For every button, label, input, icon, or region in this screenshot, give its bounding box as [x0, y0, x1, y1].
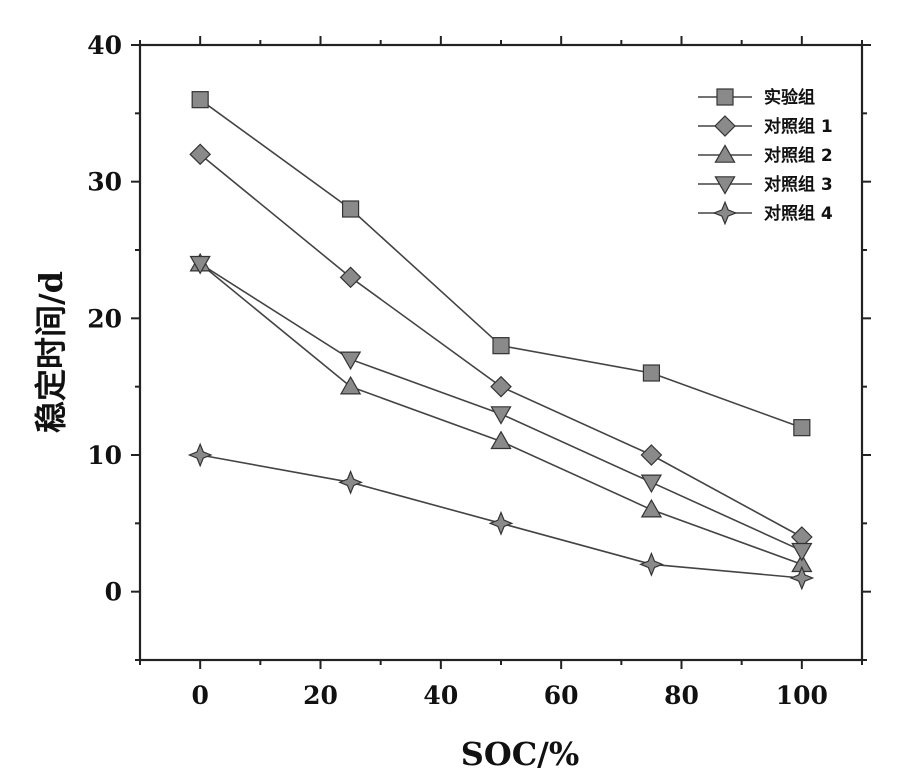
y-tick-label: 20: [87, 304, 122, 333]
y-axis-title: 稳定时间/d: [32, 271, 70, 433]
data-point-s2-0: [189, 143, 212, 166]
legend-label-5: 对照组 4: [764, 203, 833, 224]
legend-marker-2: [714, 115, 736, 137]
data-point-s2-25: [339, 266, 362, 289]
y-tick-label: 30: [87, 168, 122, 197]
y-tick-label: 10: [87, 441, 122, 470]
data-point-s5-25: [338, 469, 363, 495]
data-point-s5-50: [488, 510, 514, 536]
data-point-s1-75: [642, 364, 661, 382]
x-tick-label: 40: [423, 681, 458, 710]
legend-label-4: 对照组 3: [764, 174, 833, 195]
data-point-s3-25: [339, 375, 362, 395]
y-tick-label: 40: [87, 31, 122, 60]
legend-label-3: 对照组 2: [764, 145, 833, 166]
y-tick-label: 0: [105, 578, 122, 607]
data-point-s4-100: [791, 542, 813, 562]
legend-marker-3: [714, 144, 736, 163]
data-point-s1-50: [492, 337, 510, 355]
data-point-s3-50: [490, 430, 512, 450]
data-point-s4-75: [640, 474, 663, 494]
legend-marker-4: [714, 176, 736, 195]
data-point-s1-0: [191, 91, 209, 109]
data-point-s4-50: [490, 406, 512, 425]
data-point-s2-50: [490, 375, 512, 398]
data-point-s4-25: [339, 351, 362, 371]
data-point-s5-75: [639, 551, 664, 577]
legend-marker-1: [716, 88, 734, 106]
ticks: [131, 36, 871, 669]
data-point-s3-75: [640, 498, 663, 518]
x-axis-title: SOC/%: [461, 735, 580, 773]
tick-labels: 0 20 40 60 80 100 0 10 20 30 40: [87, 31, 828, 710]
data-point-s4-0: [189, 255, 211, 275]
data-point-s5-0: [187, 442, 213, 468]
data-point-s1-25: [341, 200, 360, 218]
x-tick-label: 20: [303, 681, 338, 710]
x-tick-label: 60: [544, 681, 579, 710]
data-point-s5-100: [789, 565, 815, 591]
series-markers: [187, 91, 815, 591]
legend-label-2: 对照组 1: [764, 116, 833, 137]
legend-marker-5: [712, 200, 738, 226]
x-tick-label: 100: [776, 681, 828, 710]
data-point-s2-75: [640, 444, 663, 466]
x-tick-label: 80: [664, 681, 699, 710]
x-tick-label: 0: [191, 681, 208, 710]
data-point-s1-100: [793, 419, 811, 437]
legend-label-1: 实验组: [764, 87, 815, 108]
